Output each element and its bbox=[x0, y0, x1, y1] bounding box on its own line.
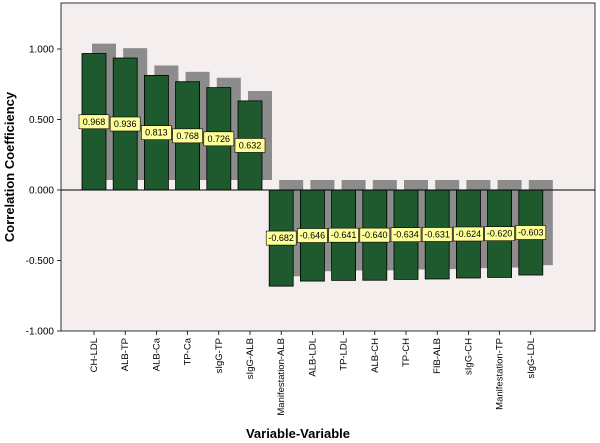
x-tick-label: sIgG-CH bbox=[463, 338, 474, 375]
x-axis-title: Variable-Variable bbox=[246, 426, 350, 441]
x-tick-label: ALB-CH bbox=[370, 338, 381, 373]
data-label: -0.646 bbox=[300, 231, 326, 241]
data-label-box bbox=[172, 128, 203, 144]
x-tick-label: TP-LDL bbox=[339, 338, 350, 371]
x-tick-label: sIgG-TP bbox=[214, 338, 225, 373]
x-tick-label: CH-LDL bbox=[89, 338, 100, 372]
x-tick-label: sIgG-LDL bbox=[526, 338, 537, 379]
data-label-box bbox=[265, 230, 297, 246]
y-axis: 1.000 0.500 0.000 -0.500 -1.000 bbox=[26, 45, 61, 338]
data-label-box bbox=[141, 125, 172, 140]
x-tick-label: TP-Ca bbox=[183, 337, 194, 365]
data-label-box bbox=[390, 227, 422, 242]
x-tick-label: ALB-Ca bbox=[151, 337, 162, 371]
data-label: 0.726 bbox=[208, 134, 231, 144]
y-tick-label: -0.500 bbox=[26, 256, 55, 267]
y-axis-title: Correlation Coefficiency bbox=[2, 91, 17, 242]
data-label-box bbox=[515, 225, 547, 240]
data-label: 0.936 bbox=[114, 119, 137, 129]
data-label: 0.813 bbox=[145, 128, 168, 138]
data-label: -0.620 bbox=[487, 229, 513, 239]
data-label: -0.634 bbox=[393, 230, 419, 240]
x-tick-label: ALB-LDL bbox=[307, 338, 318, 377]
y-tick-label: 0.500 bbox=[29, 115, 54, 126]
y-tick-label: 1.000 bbox=[29, 45, 54, 56]
data-label-box bbox=[203, 131, 235, 147]
data-label-box bbox=[359, 227, 391, 243]
data-label: 0.768 bbox=[176, 131, 199, 141]
data-label: -0.682 bbox=[268, 233, 294, 243]
data-label-box bbox=[328, 227, 359, 243]
x-tick-label: ALB-TP bbox=[120, 338, 131, 371]
data-label-box bbox=[234, 138, 266, 153]
data-label: -0.631 bbox=[424, 229, 450, 239]
data-label: 0.632 bbox=[239, 140, 262, 150]
data-label: 0.968 bbox=[83, 117, 106, 127]
x-tick-label: FIB-ALB bbox=[432, 338, 443, 374]
data-label: -0.641 bbox=[331, 230, 357, 240]
data-label-box bbox=[109, 116, 141, 132]
data-label-box bbox=[484, 226, 515, 242]
data-label-box bbox=[421, 227, 453, 242]
data-label: -0.640 bbox=[362, 230, 388, 240]
data-label-box bbox=[78, 114, 110, 130]
x-tick-label: Manifestation-TP bbox=[495, 338, 506, 410]
data-label: -0.603 bbox=[518, 228, 544, 238]
x-tick-label: Manifestation-ALB bbox=[276, 338, 287, 416]
y-tick-label: 0.000 bbox=[29, 186, 54, 197]
data-label: -0.624 bbox=[456, 229, 482, 239]
y-tick-label: -1.000 bbox=[26, 327, 55, 338]
x-axis: CH-LDL ALB-TP ALB-Ca TP-Ca sIgG-TP sIgG-ALB Ma… bbox=[89, 331, 537, 416]
x-tick-label: sIgG-ALB bbox=[245, 338, 256, 379]
data-label-box bbox=[297, 228, 328, 243]
data-labels: 0.968 0.936 0.813 0.768 0.726 0.632 -0.682 -0.6… bbox=[78, 114, 547, 246]
data-label-box bbox=[453, 226, 484, 242]
x-tick-label: TP-CH bbox=[401, 338, 412, 367]
